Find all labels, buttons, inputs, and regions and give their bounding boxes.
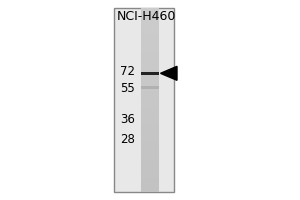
Bar	[141, 171, 159, 174]
Bar	[141, 153, 159, 155]
Bar	[141, 105, 159, 107]
Bar	[141, 31, 159, 33]
Bar	[141, 141, 159, 144]
Bar	[141, 49, 159, 52]
Bar	[141, 8, 159, 10]
Bar	[141, 109, 159, 112]
Bar	[141, 178, 159, 180]
Bar	[141, 91, 159, 93]
Bar	[141, 20, 159, 22]
Bar	[141, 45, 159, 47]
Bar	[141, 164, 159, 167]
Bar	[141, 176, 159, 178]
Bar	[141, 100, 159, 102]
Bar	[141, 107, 159, 109]
Bar	[141, 146, 159, 148]
Bar	[114, 8, 174, 192]
Bar	[141, 174, 159, 176]
Bar	[141, 79, 159, 82]
Bar	[141, 128, 159, 130]
Bar	[141, 61, 159, 63]
Bar	[141, 68, 159, 70]
Bar	[141, 151, 159, 153]
Bar	[141, 86, 159, 89]
Bar	[141, 15, 159, 17]
Bar	[141, 84, 159, 86]
Bar	[141, 134, 159, 137]
Bar	[141, 63, 159, 66]
Text: 55: 55	[120, 82, 135, 95]
Text: 28: 28	[120, 133, 135, 146]
Bar	[141, 102, 159, 105]
Text: 36: 36	[120, 113, 135, 126]
Bar	[141, 38, 159, 40]
Bar	[141, 29, 159, 31]
Bar	[141, 95, 159, 98]
Bar	[141, 130, 159, 132]
Bar	[141, 167, 159, 169]
Bar	[141, 24, 159, 26]
Bar	[141, 158, 159, 160]
Bar	[141, 148, 159, 151]
Bar	[141, 112, 159, 114]
Bar	[141, 98, 159, 100]
Bar	[141, 72, 159, 75]
Bar	[141, 185, 159, 187]
Bar	[141, 123, 159, 125]
Bar	[141, 36, 159, 38]
Bar	[141, 93, 159, 95]
Bar	[141, 13, 159, 15]
Bar	[141, 77, 159, 79]
Bar	[141, 40, 159, 43]
Bar	[141, 139, 159, 141]
Bar	[141, 26, 159, 29]
Bar	[141, 155, 159, 158]
Bar	[141, 114, 159, 116]
Bar	[141, 132, 159, 135]
Bar	[141, 72, 159, 75]
Bar	[141, 33, 159, 36]
Polygon shape	[160, 66, 177, 80]
Bar	[141, 86, 159, 88]
Bar	[141, 162, 159, 164]
Bar	[141, 43, 159, 45]
Bar	[141, 54, 159, 56]
Bar	[141, 75, 159, 77]
Bar	[141, 8, 159, 192]
Bar	[141, 144, 159, 146]
Bar	[141, 47, 159, 49]
Bar	[141, 59, 159, 61]
Bar	[141, 169, 159, 171]
Bar	[141, 52, 159, 54]
Bar	[141, 82, 159, 84]
Bar	[141, 56, 159, 59]
Bar	[141, 22, 159, 24]
Bar	[141, 118, 159, 121]
Bar	[141, 137, 159, 139]
Bar	[141, 70, 159, 72]
Bar	[141, 183, 159, 185]
Bar	[141, 160, 159, 162]
Text: 72: 72	[120, 65, 135, 78]
Bar	[141, 17, 159, 20]
Bar	[141, 180, 159, 183]
Bar	[141, 121, 159, 123]
Bar	[141, 66, 159, 68]
Bar	[141, 116, 159, 118]
Bar	[141, 10, 159, 13]
Bar	[141, 187, 159, 190]
Text: NCI-H460: NCI-H460	[117, 10, 176, 23]
Bar	[141, 190, 159, 192]
Bar	[141, 125, 159, 128]
Bar	[141, 88, 159, 91]
